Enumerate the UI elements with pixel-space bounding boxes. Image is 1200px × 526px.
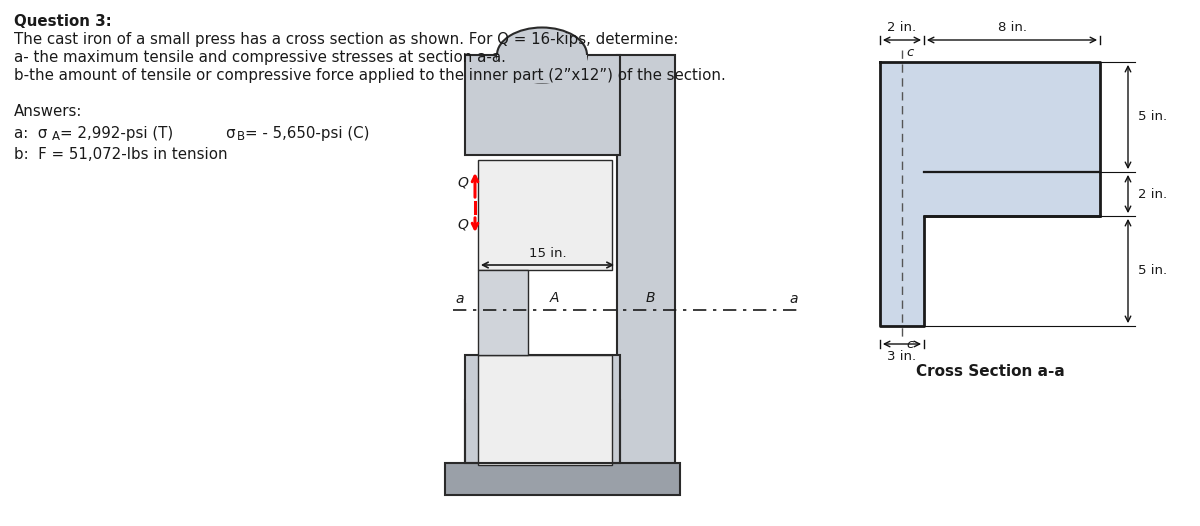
Text: = 2,992-psi (T): = 2,992-psi (T) [60,126,173,140]
Bar [497,55,587,83]
Bar [466,55,620,155]
Text: c: c [906,46,913,59]
Text: a- the maximum tensile and compressive stresses at section a-a.: a- the maximum tensile and compressive s… [14,50,506,65]
Text: σ: σ [226,126,235,140]
Bar [478,270,528,355]
Text: The cast iron of a small press has a cross section as shown. For Q = 16-kips, de: The cast iron of a small press has a cro… [14,32,678,47]
Bar [617,55,674,485]
Bar [924,62,1100,172]
Bar [478,355,612,465]
Text: Q: Q [457,176,468,190]
Text: Cross Section a-a: Cross Section a-a [916,364,1064,379]
Text: B: B [646,291,655,305]
Text: A: A [52,129,60,143]
Text: 8 in.: 8 in. [997,21,1026,34]
Bar [880,62,924,326]
Text: Answers:: Answers: [14,104,83,119]
Text: 15 in.: 15 in. [529,247,566,260]
Text: A: A [550,291,559,305]
Text: 2 in.: 2 in. [888,21,917,34]
Text: b-the amount of tensile or compressive force applied to the inner part (2”x12”) : b-the amount of tensile or compressive f… [14,68,726,83]
Text: 5 in.: 5 in. [1138,110,1168,124]
Text: Q: Q [457,217,468,231]
Bar [466,355,620,403]
Bar [466,355,620,463]
Text: B: B [238,129,245,143]
Bar [478,160,612,270]
Text: 3 in.: 3 in. [888,350,917,363]
Text: a: a [790,292,798,306]
Ellipse shape [497,27,587,83]
Text: a: a [455,292,463,306]
Text: 2 in.: 2 in. [1138,187,1168,200]
Text: c: c [906,338,913,351]
Bar [924,172,1100,216]
Text: a:  σ: a: σ [14,126,47,140]
Bar [466,400,620,465]
Text: = - 5,650-psi (C): = - 5,650-psi (C) [245,126,370,140]
Text: 5 in.: 5 in. [1138,265,1168,278]
Text: b:  F = 51,072-lbs in tension: b: F = 51,072-lbs in tension [14,147,228,161]
Text: Question 3:: Question 3: [14,14,112,29]
Bar [445,463,680,495]
